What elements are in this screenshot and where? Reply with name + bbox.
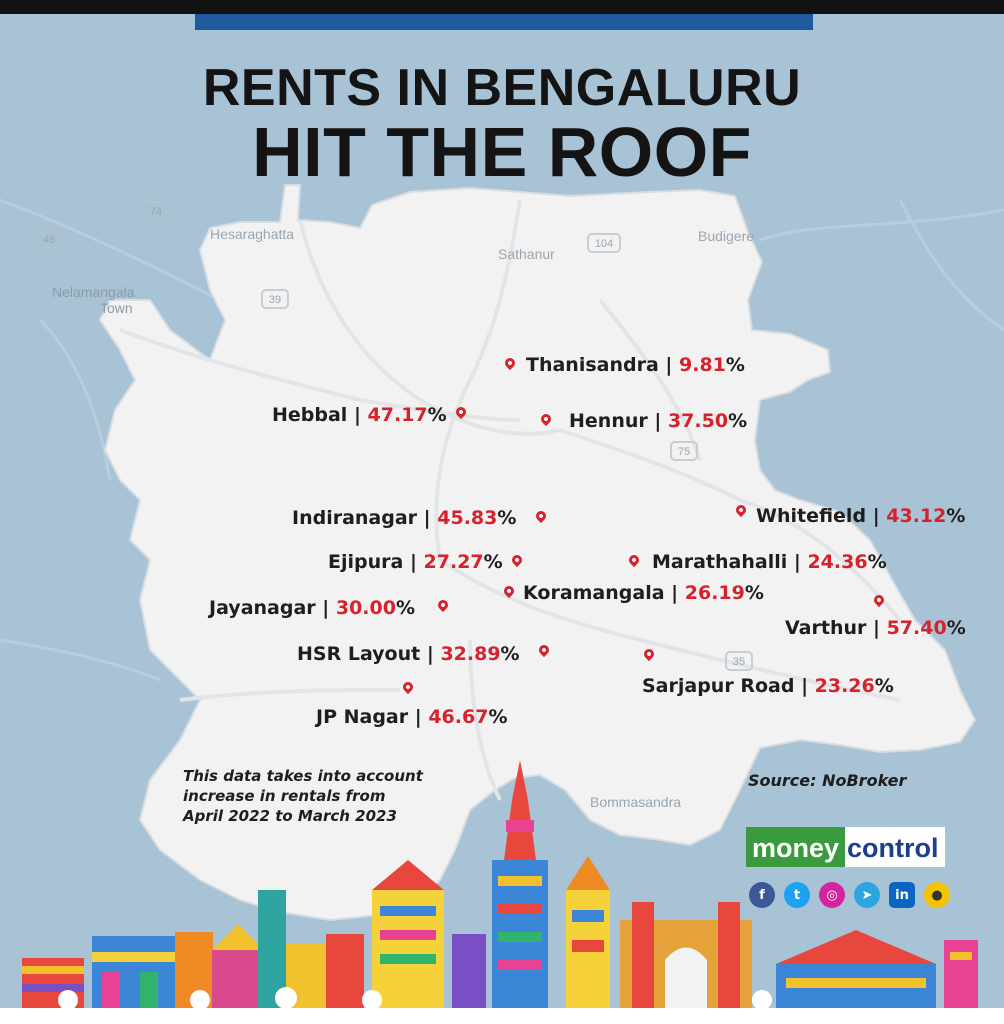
hwy-74-label: 74 — [150, 206, 162, 218]
place-name: Thanisandra — [526, 354, 659, 376]
moneycontrol-logo: money control — [746, 827, 945, 867]
telegram-icon[interactable]: ➤ — [854, 882, 880, 908]
place-label-jp-nagar: JP Nagar | 46.67% — [316, 706, 508, 728]
twitter-icon[interactable]: t — [784, 882, 810, 908]
basemap-label-sathanur: Sathanur — [498, 246, 555, 262]
place-label-varthur: Varthur | 57.40% — [785, 617, 966, 639]
place-label-jayanagar: Jayanagar | 30.00% — [209, 597, 416, 619]
koo-icon[interactable]: ● — [924, 882, 950, 908]
city-boundary — [98, 184, 977, 922]
facebook-icon[interactable]: f — [749, 882, 775, 908]
place-label-marathahalli: Marathahalli | 24.36% — [652, 551, 887, 573]
hwy-39-label: 39 — [269, 294, 281, 306]
city-roads — [119, 199, 902, 801]
place-name: Sarjapur Road — [642, 675, 795, 697]
place-name: Hennur — [569, 410, 648, 432]
place-name: Ejipura — [328, 551, 404, 573]
place-value: 27.27 — [423, 551, 484, 573]
place-value: 47.17 — [367, 404, 428, 426]
place-label-koramangala: Koramangala | 26.19% — [523, 582, 764, 604]
hwy-104-label: 104 — [595, 238, 613, 250]
place-value: 45.83 — [437, 507, 498, 529]
title-accent-band — [195, 14, 813, 30]
place-name: Whitefield — [756, 505, 867, 527]
background-roads — [0, 198, 1004, 682]
place-label-hebbal: Hebbal | 47.17% — [272, 404, 447, 426]
headline-line2: HIT THE ROOF — [252, 113, 752, 191]
top-bar — [0, 0, 1004, 14]
place-name: JP Nagar — [316, 706, 409, 728]
place-label-sarjapur-road: Sarjapur Road | 23.26% — [642, 675, 894, 697]
basemap-label-budigere: Budigere — [698, 228, 755, 244]
place-label-hennur: Hennur | 37.50% — [569, 410, 748, 432]
basemap-label-hesaraghatta: Hesaraghatta — [210, 226, 295, 242]
highway-shields: 74 104 39 35 48 75 — [35, 201, 753, 671]
place-label-whitefield: Whitefield | 43.12% — [756, 505, 966, 527]
hwy-35-label: 35 — [733, 656, 745, 668]
place-name: Jayanagar — [209, 597, 316, 619]
social-icons: f t ◎ ➤ in ● — [749, 882, 950, 908]
city-skyline-illustration — [0, 760, 1004, 1024]
basemap-label-nelamangala: Nelamangala — [52, 284, 135, 300]
place-value: 43.12 — [886, 505, 947, 527]
place-label-hsr-layout: HSR Layout | 32.89% — [297, 643, 520, 665]
linkedin-icon[interactable]: in — [889, 882, 915, 908]
place-name: Varthur — [785, 617, 867, 639]
place-value: 37.50 — [667, 410, 729, 432]
headline-line1: RENTS IN BENGALURU — [202, 59, 802, 117]
place-name: Koramangala — [523, 582, 665, 604]
place-name: HSR Layout — [297, 643, 421, 665]
basemap-label-bommasandra: Bommasandra — [590, 794, 682, 810]
place-value: 46.67 — [428, 706, 489, 728]
place-name: Hebbal — [272, 404, 348, 426]
place-name: Marathahalli — [652, 551, 788, 573]
place-value: 23.26 — [814, 675, 875, 697]
place-value: 57.40 — [886, 617, 947, 639]
hwy-75-label: 75 — [678, 446, 690, 458]
place-name: Indiranagar — [292, 507, 418, 529]
instagram-icon[interactable]: ◎ — [819, 882, 845, 908]
place-value: 26.19 — [684, 582, 745, 604]
data-note: This data takes into account increase in… — [183, 767, 423, 825]
place-value: 24.36 — [807, 551, 868, 573]
place-value: 30.00 — [335, 597, 396, 619]
basemap-label-town: Town — [100, 300, 133, 316]
hwy-48-label: 48 — [43, 234, 55, 246]
place-label-ejipura: Ejipura | 27.27% — [328, 551, 503, 573]
place-label-indiranagar: Indiranagar | 45.83% — [292, 507, 517, 529]
place-value: 9.81 — [679, 354, 726, 376]
source-credit: Source: NoBroker — [748, 771, 907, 790]
place-value: 32.89 — [440, 643, 501, 665]
place-label-thanisandra: Thanisandra | 9.81% — [526, 354, 745, 376]
